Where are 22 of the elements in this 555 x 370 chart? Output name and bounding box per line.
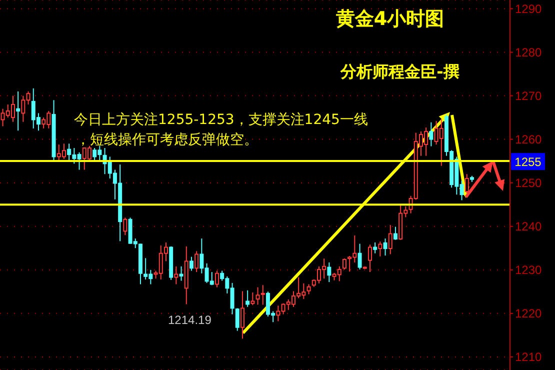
- candlestick: [429, 122, 434, 147]
- candlestick: [184, 246, 188, 305]
- annotation: 今日上方关注1255-1253，支撑关注1245一线: [74, 111, 368, 130]
- ref-line-label: 1255: [514, 155, 542, 170]
- text: 分析师程金臣-撰: [339, 62, 460, 83]
- y-tick-label: 1290: [515, 2, 542, 16]
- y-tick-label: 1240: [515, 220, 542, 234]
- y-tick-label: 1250: [515, 176, 542, 190]
- y-tick-label: 1260: [515, 132, 542, 147]
- annotation: ，短线操作可考虑反弹做空。: [76, 131, 258, 150]
- y-tick-label: 1280: [515, 45, 542, 60]
- y-tick-label: 1210: [515, 350, 542, 364]
- annotation: 1214.19: [168, 313, 212, 327]
- candlestick: [327, 262, 332, 283]
- y-tick-label: 1230: [515, 263, 542, 278]
- candlestick: [240, 290, 244, 340]
- y-tick-label: 1270: [515, 89, 542, 104]
- candlestick: [383, 238, 388, 256]
- chart-title: 黄金4小时图: [334, 7, 446, 32]
- candlestick: [179, 266, 184, 282]
- y-tick-label: 1220: [515, 306, 542, 321]
- candlestick: [16, 90, 20, 132]
